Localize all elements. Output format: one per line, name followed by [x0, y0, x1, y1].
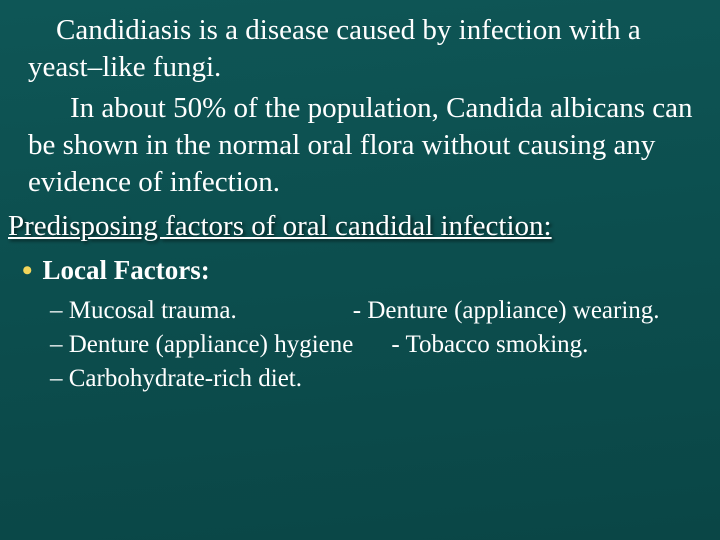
heading-predisposing-factors: Predisposing factors of oral candidal in…: [8, 208, 712, 246]
sub-row-2: – Denture (appliance) hygiene - Tobacco s…: [50, 328, 712, 362]
paragraph-2: In about 50% of the population, Candida …: [8, 90, 712, 201]
sub-list: – Mucosal trauma. - Denture (appliance) w…: [8, 294, 712, 395]
sub-carb-diet: – Carbohydrate-rich diet.: [50, 365, 302, 392]
sub-denture-wearing: - Denture (appliance) wearing.: [353, 297, 660, 324]
sub-row-3: – Carbohydrate-rich diet.: [50, 362, 712, 396]
bullet-local-factors: • Local Factors:: [8, 255, 712, 286]
sub-tobacco-smoking: - Tobacco smoking.: [391, 331, 588, 358]
paragraph-1: Candidiasis is a disease caused by infec…: [8, 12, 712, 86]
paragraph-1-text: Candidiasis is a disease caused by infec…: [28, 14, 641, 83]
sub-denture-hygiene: – Denture (appliance) hygiene: [50, 331, 353, 358]
paragraph-2-text: In about 50% of the population, Candida …: [28, 92, 693, 198]
heading-text: Predisposing factors of oral candidal in…: [8, 210, 552, 242]
sub-row-1: – Mucosal trauma. - Denture (appliance) w…: [50, 294, 712, 328]
sub-mucosal-trauma: – Mucosal trauma.: [50, 297, 237, 324]
bullet-icon: •: [22, 256, 33, 286]
local-factors-label: Local Factors:: [43, 255, 210, 286]
